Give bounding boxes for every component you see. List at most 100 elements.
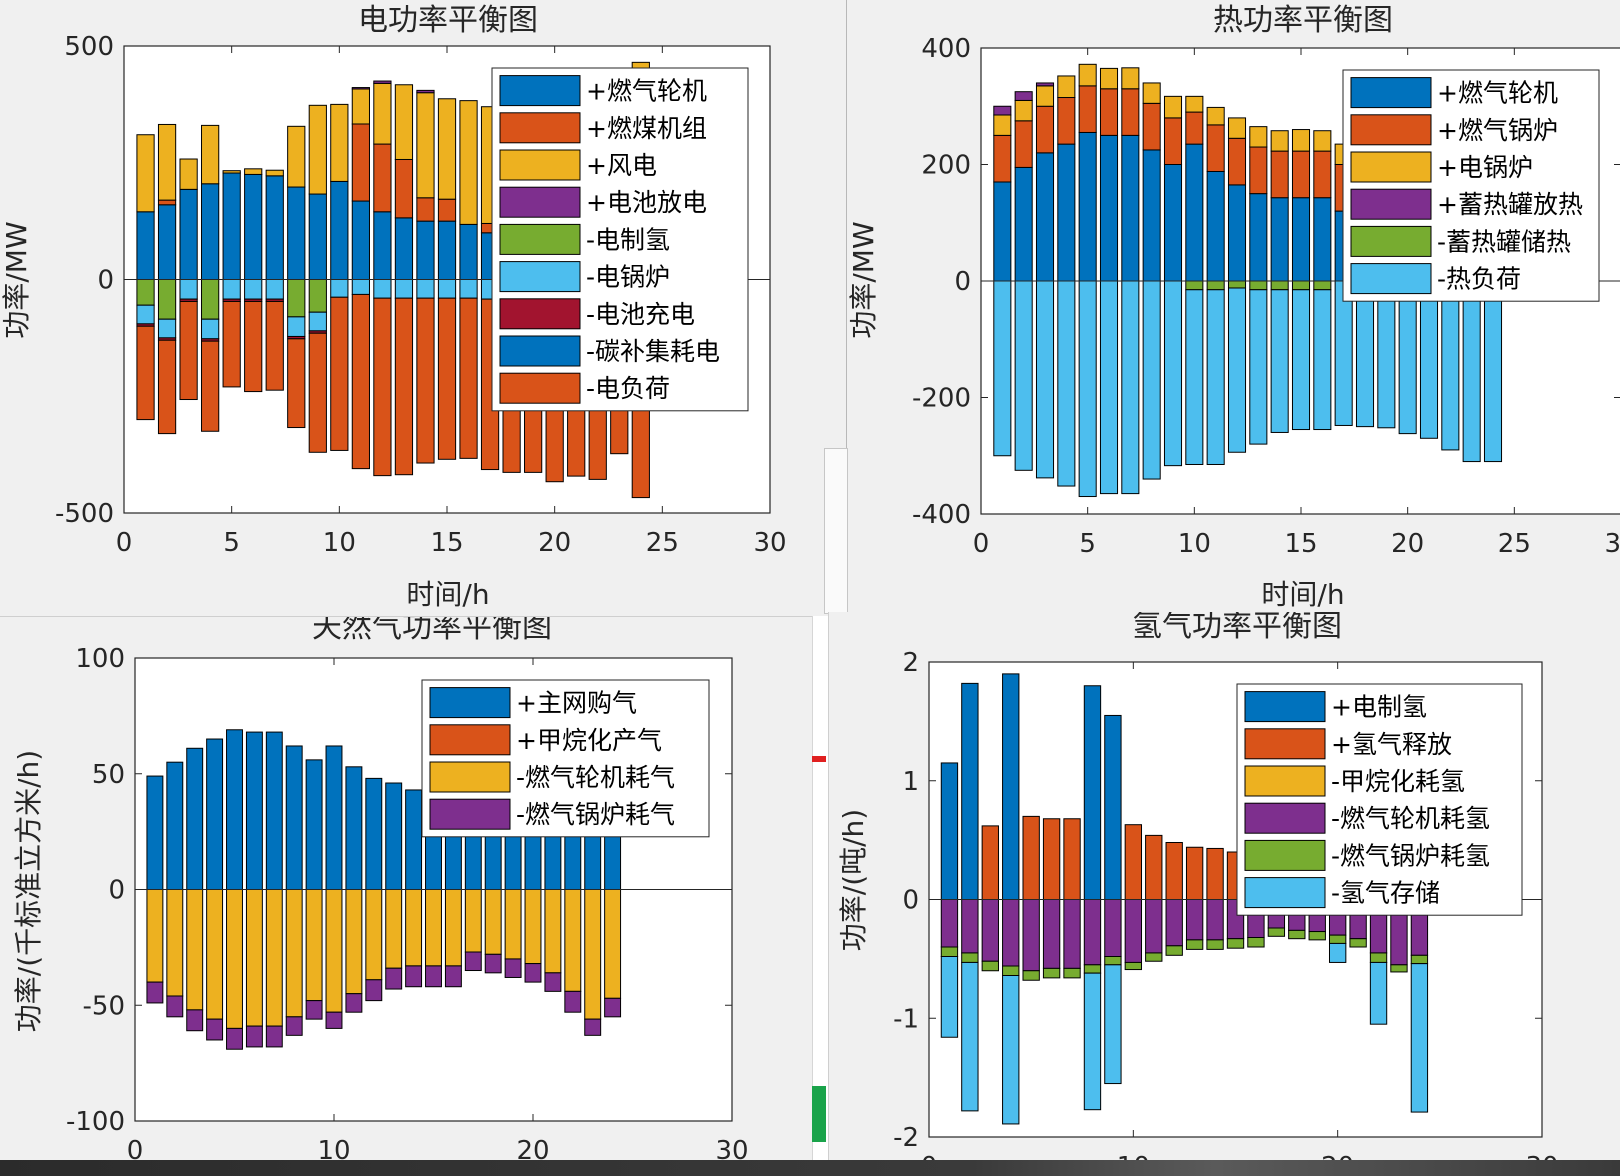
x-tick-label: 10 bbox=[1117, 1152, 1150, 1160]
legend-label: -电锅炉 bbox=[586, 263, 670, 292]
bar-segment bbox=[1483, 280, 1503, 463]
bar-segment bbox=[1291, 129, 1311, 152]
bar-segment bbox=[1291, 289, 1311, 431]
bar-segment bbox=[308, 279, 327, 313]
bar-segment bbox=[222, 279, 241, 300]
bar-segment bbox=[179, 279, 198, 300]
bar-segment bbox=[1083, 685, 1102, 900]
bar-segment bbox=[157, 123, 177, 201]
bar-segment bbox=[940, 899, 959, 948]
bar-segment bbox=[425, 889, 442, 967]
bar-segment bbox=[1099, 67, 1119, 90]
bar-segment bbox=[1308, 931, 1326, 941]
bar-segment bbox=[1270, 150, 1289, 199]
bar-segment bbox=[186, 889, 204, 1011]
heat-power-figure-window[interactable]: 热功率平衡图 时间/h 功率/MW 0 5 10 15 20 25 30 -400 -200 0 2… bbox=[846, 0, 1620, 617]
legend-swatch bbox=[429, 798, 511, 830]
background-window-marker bbox=[812, 1086, 826, 1142]
bar-segment bbox=[1078, 63, 1097, 87]
bar-segment bbox=[464, 951, 482, 972]
bar-segment bbox=[1165, 899, 1183, 947]
bar-segment bbox=[1441, 280, 1460, 451]
legend-swatch bbox=[499, 223, 581, 255]
bar-segment bbox=[1390, 964, 1408, 973]
bar-segment bbox=[416, 297, 435, 464]
bar-segment bbox=[186, 1009, 204, 1032]
bar-segment bbox=[1014, 166, 1033, 282]
bar-segment bbox=[416, 89, 435, 94]
bar-segment bbox=[1142, 102, 1161, 151]
bar-segment bbox=[981, 899, 999, 962]
x-axis-label: 时间/h bbox=[1261, 578, 1344, 611]
bar-segment bbox=[206, 738, 224, 890]
bar-segment bbox=[1142, 280, 1161, 480]
bar-segment bbox=[981, 825, 999, 901]
bar-segment bbox=[993, 134, 1012, 183]
bar-segment bbox=[285, 889, 303, 1018]
bar-segment bbox=[365, 889, 383, 981]
bar-segment bbox=[222, 300, 241, 388]
legend-label: -燃气锅炉耗氢 bbox=[1331, 841, 1490, 870]
y-tick-label: -100 bbox=[66, 1107, 125, 1137]
bar-segment bbox=[1022, 970, 1040, 981]
bar-segment bbox=[1035, 105, 1055, 154]
legend-swatch bbox=[429, 687, 511, 719]
bar-segment bbox=[308, 104, 327, 195]
bar-segment bbox=[146, 775, 164, 890]
legend-swatch bbox=[1350, 263, 1432, 295]
bar-segment bbox=[484, 889, 502, 955]
bar-segment bbox=[544, 972, 562, 992]
legend-swatch bbox=[1244, 877, 1326, 909]
bar-segment bbox=[345, 889, 363, 995]
bar-segment bbox=[1121, 88, 1140, 136]
electric-power-figure-window[interactable]: 电功率平衡图 时间/h 功率/MW 0 5 10 15 20 25 30 -500 0 500 +燃… bbox=[0, 0, 840, 612]
bar-segment bbox=[1165, 945, 1183, 956]
bar-segment bbox=[405, 965, 423, 988]
bar-segment bbox=[265, 175, 284, 280]
bar-segment bbox=[1104, 714, 1122, 900]
y-tick-label: 100 bbox=[75, 644, 125, 674]
bar-segment bbox=[1145, 899, 1163, 954]
bar-segment bbox=[1369, 961, 1388, 1025]
bar-segment bbox=[1124, 899, 1143, 963]
bar-segment bbox=[584, 889, 602, 1020]
bar-segment bbox=[1145, 834, 1163, 901]
bar-segment bbox=[330, 180, 349, 280]
bar-segment bbox=[1249, 126, 1268, 148]
bar-segment bbox=[245, 1025, 263, 1048]
bar-segment bbox=[305, 889, 323, 1002]
bar-segment bbox=[157, 339, 177, 435]
bar-segment bbox=[265, 169, 284, 177]
taskbar bbox=[0, 1160, 1620, 1176]
hydrogen-power-figure-window[interactable]: 氢气功率平衡图 功率/(吨/h) 0 10 20 30 -2 -1 0 1 2 +电制氢 +氢气释放… bbox=[828, 612, 1620, 1160]
bar-segment bbox=[437, 98, 457, 200]
bar-segment bbox=[1042, 899, 1061, 969]
bar-segment bbox=[394, 217, 414, 280]
y-axis-label: 功率/(千标准立方米/h) bbox=[12, 750, 45, 1032]
chart-title: 电功率平衡图 bbox=[358, 3, 538, 38]
bar-segment bbox=[166, 889, 184, 997]
y-tick-label: 1 bbox=[902, 767, 919, 797]
gas-power-figure-window[interactable]: 天然气功率平衡图 功率/(千标准立方米/h) 0 10 20 30 -100 -50 0 50… bbox=[0, 616, 812, 1161]
bar-segment bbox=[1185, 289, 1204, 465]
bar-segment bbox=[1002, 899, 1020, 967]
legend-swatch bbox=[1350, 225, 1432, 257]
y-tick-label: 2 bbox=[902, 648, 919, 678]
bar-segment bbox=[1355, 280, 1375, 428]
bar-segment bbox=[1035, 82, 1055, 87]
bar-segment bbox=[179, 188, 198, 280]
bar-segment bbox=[1057, 143, 1076, 282]
legend-swatch bbox=[499, 335, 581, 367]
bar-segment bbox=[1291, 150, 1311, 199]
bar-segment bbox=[1083, 964, 1102, 974]
y-tick-label: 50 bbox=[92, 760, 125, 790]
bar-segment bbox=[1185, 111, 1204, 145]
bar-segment bbox=[425, 965, 442, 988]
bar-segment bbox=[459, 297, 478, 459]
bar-segment bbox=[1227, 280, 1247, 289]
x-axis-label: 时间/h bbox=[406, 578, 489, 611]
bar-segment bbox=[940, 946, 959, 957]
bar-segment bbox=[1035, 85, 1055, 107]
bar-segment bbox=[394, 279, 414, 299]
x-tick-label: 20 bbox=[516, 1136, 549, 1161]
